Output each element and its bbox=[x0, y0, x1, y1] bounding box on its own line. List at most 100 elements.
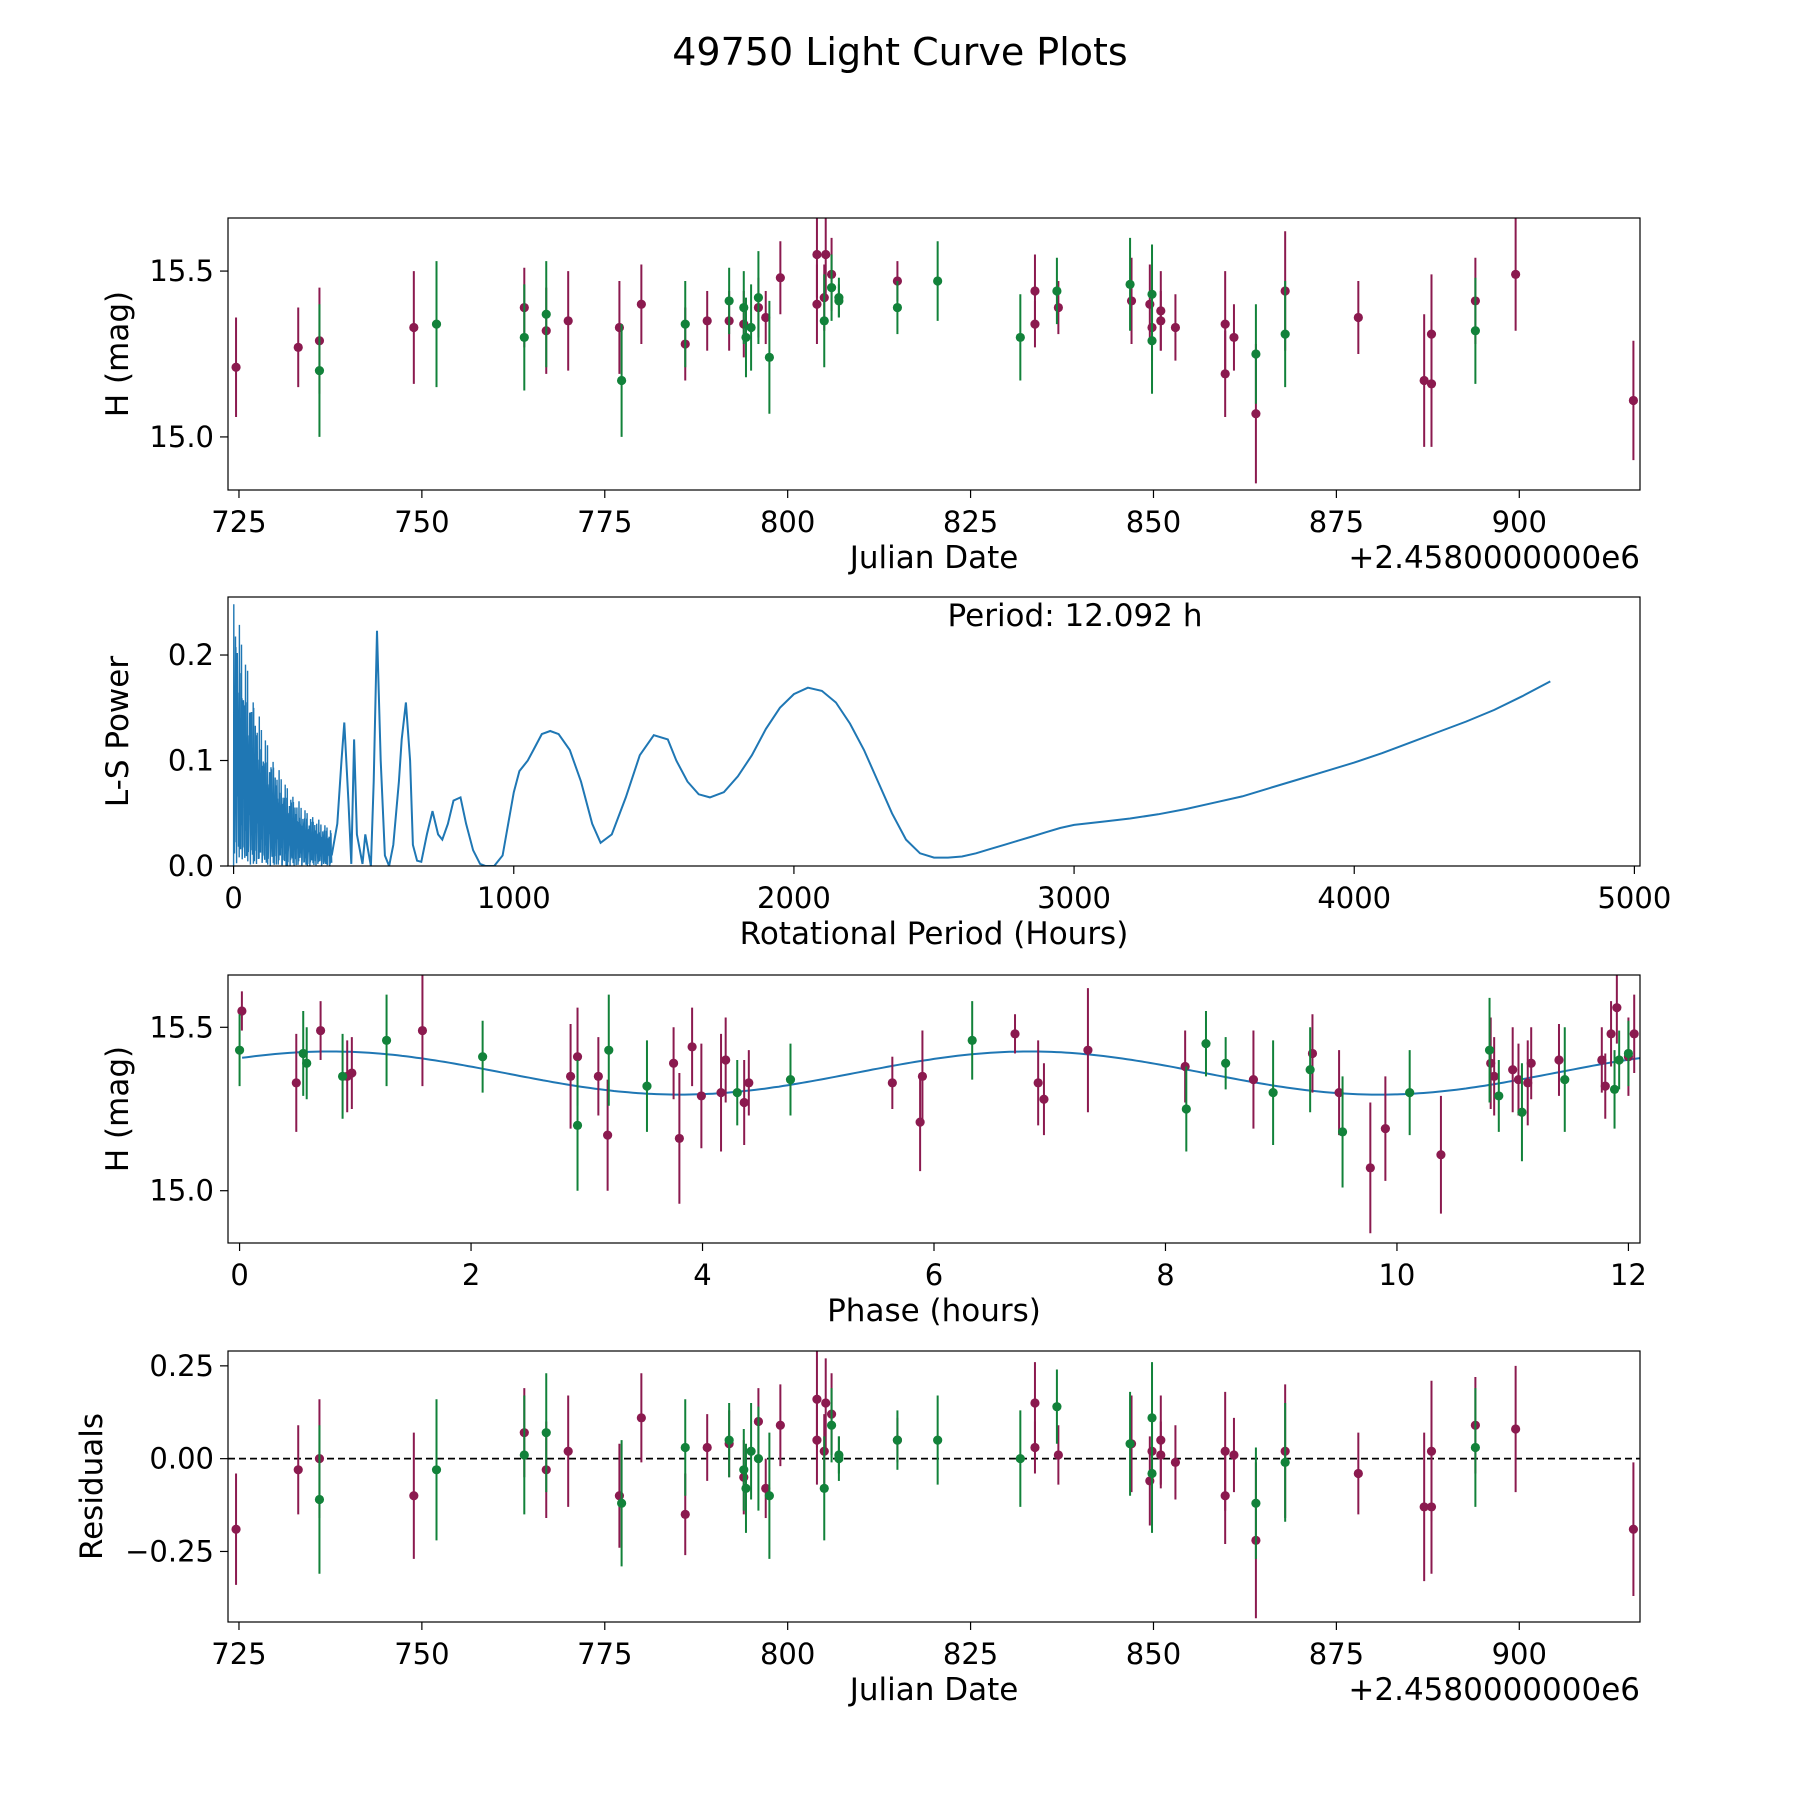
green-data-point bbox=[1484, 1045, 1495, 1055]
maroon-data-point bbox=[636, 299, 646, 309]
maroon-data-point bbox=[1419, 1502, 1429, 1512]
green-data-point bbox=[1280, 1457, 1290, 1467]
green-data-point bbox=[933, 1435, 943, 1445]
x-tick-label: 12 bbox=[1610, 1258, 1647, 1292]
x-tick-label: 775 bbox=[577, 505, 632, 539]
green-data-point bbox=[892, 302, 903, 313]
maroon-data-point bbox=[231, 1524, 241, 1534]
maroon-data-point bbox=[1030, 1398, 1040, 1408]
green-data-point bbox=[381, 1035, 392, 1045]
green-data-point bbox=[680, 319, 690, 329]
maroon-data-point bbox=[1511, 269, 1521, 279]
maroon-data-point bbox=[775, 1420, 785, 1430]
green-data-point bbox=[519, 332, 529, 343]
maroon-data-point bbox=[1426, 1502, 1437, 1512]
maroon-data-point bbox=[1629, 1029, 1639, 1039]
x-tick-label: 825 bbox=[943, 1637, 998, 1671]
green-data-point bbox=[1147, 336, 1157, 346]
green-data-point bbox=[1494, 1091, 1504, 1101]
green-data-point bbox=[1470, 1442, 1480, 1453]
maroon-data-point bbox=[744, 1078, 754, 1088]
x-tick-label: 6 bbox=[925, 1258, 943, 1292]
x-tick-label: 0 bbox=[230, 1258, 248, 1292]
maroon-data-point bbox=[668, 1058, 679, 1068]
maroon-data-point bbox=[1526, 1058, 1536, 1068]
maroon-data-point bbox=[1600, 1081, 1610, 1091]
maroon-data-point bbox=[1156, 316, 1166, 326]
maroon-data-point bbox=[293, 342, 303, 352]
y-tick-label: 0.1 bbox=[168, 744, 214, 778]
maroon-data-point bbox=[1010, 1029, 1020, 1039]
green-data-point bbox=[1147, 1468, 1157, 1479]
green-data-point bbox=[764, 1491, 774, 1501]
green-data-point bbox=[1623, 1048, 1634, 1059]
maroon-data-point bbox=[1554, 1055, 1564, 1065]
green-data-point bbox=[819, 1483, 829, 1493]
green-data-point bbox=[834, 296, 844, 306]
maroon-data-point bbox=[1419, 375, 1429, 386]
maroon-data-point bbox=[716, 1088, 726, 1098]
x-tick-label: 1000 bbox=[477, 881, 551, 915]
maroon-data-point bbox=[603, 1130, 613, 1140]
x-tick-label: 4 bbox=[693, 1258, 711, 1292]
x-axis-label: Rotational Period (Hours) bbox=[740, 916, 1129, 952]
maroon-data-point bbox=[1083, 1045, 1093, 1055]
maroon-data-point bbox=[1180, 1061, 1190, 1072]
phased-lightcurve-panel: 0 2 4 6 8 10 12 15.0 15.5 Phase (hours) H (mag) bbox=[100, 974, 1647, 1329]
maroon-data-point bbox=[593, 1071, 603, 1081]
maroon-data-point bbox=[1220, 1446, 1230, 1456]
maroon-data-point bbox=[1033, 1078, 1043, 1088]
green-data-point bbox=[1221, 1058, 1231, 1068]
green-data-point bbox=[1125, 1439, 1135, 1449]
maroon-data-point bbox=[1229, 1450, 1239, 1460]
green-data-point bbox=[314, 1494, 325, 1505]
green-data-point bbox=[724, 296, 734, 306]
green-data-point bbox=[826, 283, 837, 293]
x-tick-label: 850 bbox=[1126, 505, 1181, 539]
maroon-data-point bbox=[821, 249, 831, 260]
green-data-point bbox=[1015, 332, 1025, 343]
maroon-data-point bbox=[409, 322, 419, 333]
green-data-point bbox=[642, 1081, 652, 1091]
y-tick-label: 15.5 bbox=[149, 254, 214, 288]
periodogram-dense-region bbox=[232, 604, 333, 866]
maroon-data-point bbox=[887, 1078, 897, 1088]
maroon-data-point bbox=[293, 1465, 303, 1475]
green-data-point bbox=[746, 322, 756, 333]
maroon-data-point bbox=[775, 273, 785, 283]
maroon-data-point bbox=[563, 316, 573, 326]
green-data-point bbox=[478, 1052, 488, 1062]
maroon-data-point bbox=[1606, 1029, 1616, 1039]
green-data-point bbox=[741, 332, 751, 343]
green-data-point bbox=[753, 293, 764, 303]
green-data-point bbox=[1015, 1454, 1025, 1464]
y-tick-label: 0.25 bbox=[149, 1349, 214, 1383]
lightcurve-axes-frame bbox=[227, 217, 1641, 491]
green-data-point bbox=[617, 1498, 627, 1508]
residuals-panel: 725 750 775 800 825 850 875 900 0.25 0.00 −0.25 Jul… bbox=[74, 1349, 1641, 1708]
figure-title: 49750 Light Curve Plots bbox=[672, 30, 1127, 74]
x-axis-label: Julian Date bbox=[848, 540, 1019, 576]
green-data-point bbox=[785, 1074, 796, 1085]
green-data-point bbox=[967, 1035, 977, 1045]
green-data-point bbox=[1181, 1104, 1191, 1114]
green-data-point bbox=[541, 309, 551, 319]
model-fit-curve bbox=[241, 1050, 1640, 1096]
maroon-data-point bbox=[1365, 1163, 1375, 1173]
green-data-point bbox=[337, 1071, 348, 1081]
green-data-point bbox=[764, 352, 774, 362]
green-data-point bbox=[1560, 1074, 1570, 1085]
x-tick-label: 875 bbox=[1309, 1637, 1364, 1671]
green-data-point bbox=[724, 1435, 734, 1445]
lightcurve-panel: 725 750 775 800 825 850 875 900 15.0 15.5 Julian D… bbox=[100, 217, 1641, 576]
x-tick-label: 725 bbox=[211, 1637, 266, 1671]
x-tick-label: 825 bbox=[943, 505, 998, 539]
maroon-data-point bbox=[315, 1025, 326, 1036]
x-axis-label: Julian Date bbox=[848, 1672, 1019, 1708]
x-tick-label: 800 bbox=[760, 505, 815, 539]
maroon-data-point bbox=[821, 1398, 831, 1408]
x-tick-label: 0 bbox=[224, 881, 242, 915]
green-data-point bbox=[753, 1454, 764, 1464]
green-data-point bbox=[431, 1465, 442, 1475]
